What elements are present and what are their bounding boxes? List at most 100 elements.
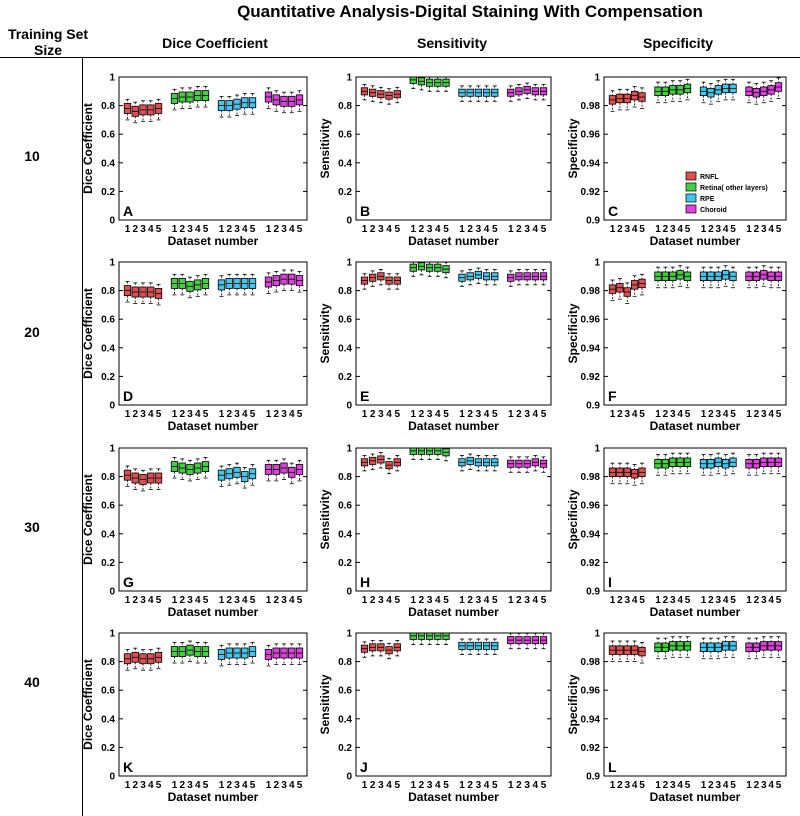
- panel-c-xtick-label: 1: [610, 224, 616, 235]
- panel-c-xtick-label: 4: [768, 224, 774, 235]
- panel-l-xtick-label: 3: [715, 780, 721, 791]
- panel-l-xtick-label: 1: [610, 780, 616, 791]
- legend-label-2: RPE: [700, 196, 715, 203]
- panel-c-xtick-label: 1: [701, 224, 707, 235]
- panel-i-frame: [603, 447, 787, 592]
- panel-a-ytick-label: 0.6: [101, 130, 115, 141]
- panel-b-ytick-label: 0.2: [338, 187, 352, 198]
- panel-l-ytick-label: 0.94: [581, 714, 601, 725]
- panel-c-xtick-label: 2: [617, 224, 623, 235]
- panel-h-xtick-label: 4: [484, 595, 490, 606]
- panel-f-xtick-label: 5: [776, 409, 782, 420]
- panel-h-ytick-label: 0: [346, 587, 352, 598]
- panel-i-xtick-label: 3: [670, 595, 676, 606]
- panel-c-xtick-label: 2: [708, 224, 714, 235]
- legend-swatch-3: [685, 204, 697, 214]
- column-header-dice: Dice Coefficient: [162, 35, 268, 51]
- panel-k-ytick-label: 0.4: [101, 714, 115, 725]
- panel-g-ylabel: Dice Coefficient: [81, 474, 95, 565]
- panel-d-xtick-label: 5: [203, 409, 209, 420]
- panel-b-xlabel: Dataset number: [408, 234, 499, 248]
- panel-i-xtick-label: 2: [754, 595, 760, 606]
- panel-a-xtick-label: 3: [281, 224, 287, 235]
- panel-c-xtick-label: 3: [624, 224, 630, 235]
- panel-g-ytick-label: 0.6: [101, 501, 115, 512]
- panel-d-letter: D: [123, 388, 133, 404]
- panel-g-ytick-label: 0.4: [101, 529, 115, 540]
- panel-d-frame: [118, 261, 308, 406]
- panel-c-ytick-label: 1: [594, 73, 600, 84]
- panel-d-xtick-label: 2: [132, 409, 138, 420]
- panel-e-xtick-label: 2: [370, 409, 376, 420]
- panel-b-xtick-label: 1: [508, 224, 514, 235]
- panel-h-xtick-label: 3: [476, 595, 482, 606]
- panel-g-xtick-label: 5: [203, 595, 209, 606]
- panel-b-xtick-label: 4: [484, 224, 490, 235]
- panel-h-xtick-label: 4: [533, 595, 539, 606]
- panel-f-xtick-label: 3: [624, 409, 630, 420]
- panel-h-xtick-label: 5: [394, 595, 400, 606]
- panel-d-xtick-label: 3: [234, 409, 240, 420]
- panel-l-xtick-label: 4: [768, 780, 774, 791]
- panel-k-xtick-label: 4: [242, 780, 248, 791]
- panel-g-xtick-label: 4: [242, 595, 248, 606]
- panel-d-ytick-label: 0.2: [101, 372, 115, 383]
- panel-a-xtick-label: 3: [187, 224, 193, 235]
- panel-b-xtick-label: 3: [378, 224, 384, 235]
- panel-k-xtick-label: 3: [140, 780, 146, 791]
- panel-f-xtick-label: 2: [617, 409, 623, 420]
- panel-l-ytick-label: 0.98: [581, 657, 601, 668]
- legend-label-0: RNFL: [700, 174, 719, 181]
- panel-c-xtick-label: 1: [746, 224, 752, 235]
- panel-d-xtick-label: 2: [179, 409, 185, 420]
- panel-i-letter: I: [608, 574, 612, 590]
- panel-f-frame: [603, 261, 787, 406]
- panel-e-xtick-label: 3: [476, 409, 482, 420]
- panel-d-xtick-label: 5: [297, 409, 303, 420]
- panel-j-ytick-label: 1: [346, 629, 352, 640]
- panel-e-ytick-label: 0: [346, 401, 352, 412]
- panel-b-xtick-label: 5: [443, 224, 449, 235]
- panel-k-xtick-label: 1: [172, 780, 178, 791]
- panel-e-xtick-label: 4: [435, 409, 441, 420]
- panel-e-xtick-label: 5: [394, 409, 400, 420]
- panel-b-xtick-label: 4: [533, 224, 539, 235]
- panel-g-xtick-label: 1: [266, 595, 272, 606]
- panel-g-xtick-label: 3: [234, 595, 240, 606]
- panel-f-xtick-label: 5: [730, 409, 736, 420]
- panel-j-xtick-label: 3: [524, 780, 530, 791]
- panel-b-xtick-label: 1: [459, 224, 465, 235]
- panel-e-xlabel: Dataset number: [408, 419, 499, 433]
- panel-a-xtick-label: 2: [273, 224, 279, 235]
- panel-e-xtick-label: 2: [419, 409, 425, 420]
- panel-d-xlabel: Dataset number: [168, 419, 259, 433]
- panel-e-xtick-label: 5: [541, 409, 547, 420]
- panel-g-xtick-label: 1: [125, 595, 131, 606]
- panel-a-xtick-label: 5: [203, 224, 209, 235]
- panel-b-ytick-label: 0.4: [338, 158, 352, 169]
- panel-f-xtick-label: 5: [685, 409, 691, 420]
- panel-f-xtick-label: 1: [701, 409, 707, 420]
- panel-c-xtick-label: 3: [715, 224, 721, 235]
- panel-a-xtick-label: 4: [289, 224, 295, 235]
- panel-h-letter: H: [360, 574, 370, 590]
- panel-j-ytick-label: 0.6: [338, 686, 352, 697]
- panel-i-xtick-label: 5: [685, 595, 691, 606]
- panel-j-xtick-label: 5: [492, 780, 498, 791]
- panel-f-xtick-label: 4: [723, 409, 729, 420]
- panel-a-xtick-label: 3: [140, 224, 146, 235]
- panel-i-xtick-label: 5: [776, 595, 782, 606]
- panel-j-xtick-label: 2: [419, 780, 425, 791]
- panel-i-xtick-label: 1: [701, 595, 707, 606]
- panel-k-xtick-label: 5: [297, 780, 303, 791]
- panel-b-ytick-label: 0: [346, 216, 352, 227]
- panel-d-xtick-label: 4: [242, 409, 248, 420]
- panel-e-ytick-label: 0.2: [338, 372, 352, 383]
- panel-d-ytick-label: 0.8: [101, 286, 115, 297]
- panel-d-xtick-label: 5: [156, 409, 162, 420]
- panel-l-ytick-label: 0.92: [581, 743, 601, 754]
- panel-l-xtick-label: 5: [639, 780, 645, 791]
- panel-i-xtick-label: 4: [768, 595, 774, 606]
- panel-a-xtick-label: 4: [242, 224, 248, 235]
- panel-c-xtick-label: 4: [632, 224, 638, 235]
